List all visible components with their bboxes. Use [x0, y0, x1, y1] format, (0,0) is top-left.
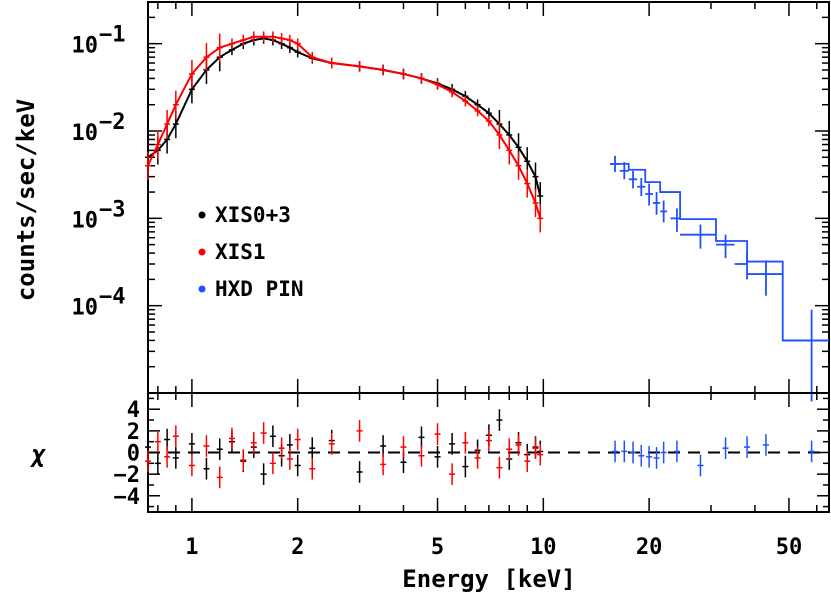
- y-tick-label-exp: −1: [99, 23, 126, 48]
- x-tick-label: 2: [291, 535, 304, 560]
- x-tick-label: 50: [776, 535, 803, 560]
- y-tick-label-base: 10: [72, 208, 99, 233]
- model-step: [610, 163, 829, 342]
- residual-series-0: [145, 409, 544, 485]
- y-tick-label-exp: −3: [99, 197, 126, 222]
- legend-marker: [198, 248, 206, 256]
- legend: XIS0+3 XIS1 HXD PIN: [198, 203, 304, 301]
- spectrum-panel: 10−110−210−310−4: [72, 1, 830, 512]
- residual-series-2: [612, 434, 815, 477]
- x-tick-label: 5: [431, 535, 444, 560]
- residual-y-tick-label: 0: [127, 442, 140, 467]
- spectrum-frame: [147, 1, 830, 394]
- residual-axis-label: χ: [30, 440, 47, 468]
- y-tick-label-base: 10: [72, 296, 99, 321]
- x-tick-label: 1: [185, 535, 198, 560]
- residual-y-tick-label: 2: [127, 420, 140, 445]
- residual-series-1: [145, 420, 544, 489]
- y-tick-label-exp: −4: [99, 285, 126, 310]
- residual-y-tick-label: −2: [114, 463, 141, 488]
- y-tick-label-base: 10: [72, 34, 99, 59]
- x-tick-label: 20: [636, 535, 663, 560]
- legend-label: XIS1: [215, 240, 266, 264]
- model-line: [147, 35, 542, 219]
- series-1: [145, 31, 544, 233]
- y-tick-label-base: 10: [72, 121, 99, 146]
- axis-labels: counts/sec/keV χ Energy [keV]: [12, 99, 576, 593]
- x-tick-label: 10: [530, 535, 557, 560]
- x-axis-label: Energy [keV]: [402, 565, 575, 593]
- series-hxd-pin: [610, 155, 829, 402]
- residual-y-tick-label: 4: [127, 398, 140, 423]
- legend-label: HXD PIN: [215, 277, 304, 301]
- legend-label: XIS0+3: [215, 203, 291, 227]
- y-axis-label: counts/sec/keV: [12, 99, 40, 301]
- legend-marker: [198, 211, 206, 219]
- y-tick-label-exp: −2: [99, 110, 126, 135]
- residual-y-tick-label: −4: [114, 485, 141, 510]
- legend-marker: [198, 285, 206, 293]
